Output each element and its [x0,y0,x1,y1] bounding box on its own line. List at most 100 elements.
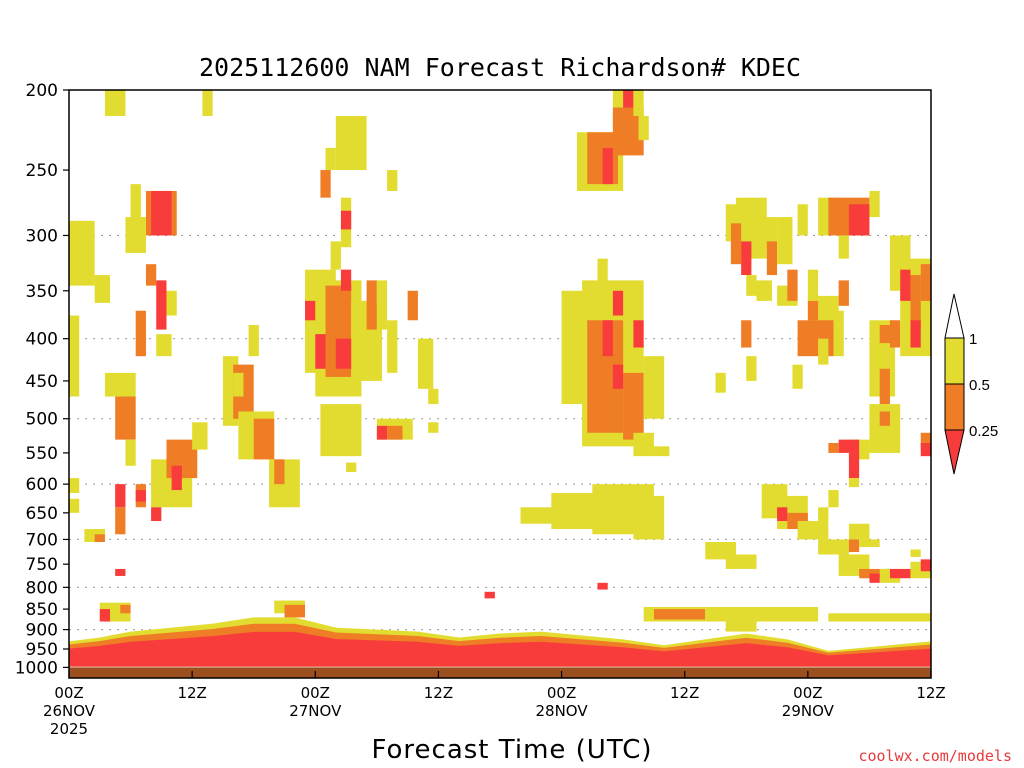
ri-cell-mid [910,275,921,330]
y-tick-label: 950 [26,640,58,660]
ri-cell-low [889,568,911,579]
plot-frame [68,89,932,679]
x-tick-label: 00Z [793,684,822,702]
ri-cell-mid [838,280,849,306]
ri-cell-high [428,422,439,433]
ri-cell-high [428,388,439,405]
ri-cell-high [715,372,726,393]
ri-cell-mid [284,604,306,618]
ri-cell-high [69,315,80,397]
credit-text: coolwx.com/models [858,747,1012,765]
ri-cell-mid [135,310,146,357]
ri-cell-mid [828,442,839,453]
ri-cell-high [838,235,849,259]
ri-cell-mid [879,368,890,405]
ri-cell-low [602,320,613,357]
ri-cell-low [869,573,880,583]
ri-cell-high [653,446,670,457]
chart-title: 2025112600 NAM Forecast Richardson# KDEC [199,53,801,82]
x-tick-label: 12Z [424,684,453,702]
ri-cell-high [869,190,880,218]
x-tick-label: 28NOV [536,702,589,720]
plot-area [68,89,932,679]
ri-cell-high [725,617,757,632]
ri-cell-high [104,90,126,116]
ri-cell-high [597,258,608,286]
ri-cell-high [746,275,757,296]
ground-below-surface [69,667,931,678]
ri-cell-mid [387,425,403,440]
ri-cell-low [484,591,495,599]
ri-cell-low [848,452,860,479]
ri-cell-high [104,372,136,397]
plot-background [69,90,931,678]
ri-cell-low [151,190,172,236]
ri-cell-high [633,432,654,457]
ri-cell-mid [274,459,285,485]
ri-cell-high [807,269,819,301]
ri-cell-low [340,269,352,291]
ri-cell-high [859,539,880,548]
richardson-shading [69,90,931,632]
ri-cell-high [746,356,757,381]
ri-cell-low [135,490,146,502]
ri-cell-mid [115,507,126,535]
ri-cell-high [833,310,844,357]
x-tick-label: 00Z [54,684,83,702]
x-axis-label: Forecast Time (UTC) [371,735,652,765]
ri-cell-mid [730,223,742,265]
y-tick-label: 700 [26,530,58,550]
ri-cell-mid [120,604,131,614]
ri-cell-low [848,204,870,236]
ri-cell-low [115,568,126,576]
ri-cell-mid [366,280,377,330]
ri-cell-low [602,147,613,185]
ri-cell-high [792,364,803,389]
x-tick-label: 12Z [670,684,699,702]
ri-cell-high [320,404,362,457]
ri-cell-mid [859,568,890,579]
y-tick-label: 750 [26,555,58,575]
ri-cell-mid [653,609,706,620]
ri-cell-low [597,582,608,590]
ri-cell-high [818,507,829,522]
ri-cell-low [376,425,388,440]
ri-cell-high [346,462,357,472]
legend-label-1: 1 [969,331,977,348]
ri-cell-low [741,241,752,276]
ri-cell-high [69,220,95,286]
ri-cell-high [335,115,367,171]
ri-cell-low [612,290,624,316]
ri-cell-low [910,320,921,348]
legend-label-0.25: 0.25 [969,423,998,440]
ri-cell-high [130,184,141,224]
ri-cell-mid [741,320,752,348]
ri-cell-high [633,90,644,116]
ri-cell-low [151,507,162,522]
ri-cell-high [777,217,793,265]
color-legend: 1 0.5 0.25 [944,293,998,475]
ri-cell-high [848,478,860,488]
ri-cell-high [725,554,757,569]
y-tick-label: 600 [26,475,58,495]
ri-cell-low [171,465,182,491]
x-tick-label: 12Z [916,684,945,702]
y-tick-label: 350 [26,282,58,302]
ri-cell-low [340,210,352,230]
legend-top-arrow [944,293,965,339]
x-tick-label: 27NOV [289,702,342,720]
ri-cell-high [705,606,819,622]
ri-cell-mid [807,300,819,321]
ri-cell-mid [879,324,890,344]
ri-cell-high [69,498,80,513]
ri-cell-high [417,338,434,389]
ri-cell-low [838,439,860,453]
ri-cell-low [99,609,111,622]
ri-cell-mid [848,539,860,553]
ri-cell-high [387,170,398,191]
ri-cell-high [818,338,829,365]
ri-cell-high [869,404,901,453]
y-axis: 200 250 300 350 400 450 500 550 600 650 700 750 8008… [15,81,69,678]
ri-cell-mid [145,264,157,286]
ri-cell-low [335,338,357,369]
